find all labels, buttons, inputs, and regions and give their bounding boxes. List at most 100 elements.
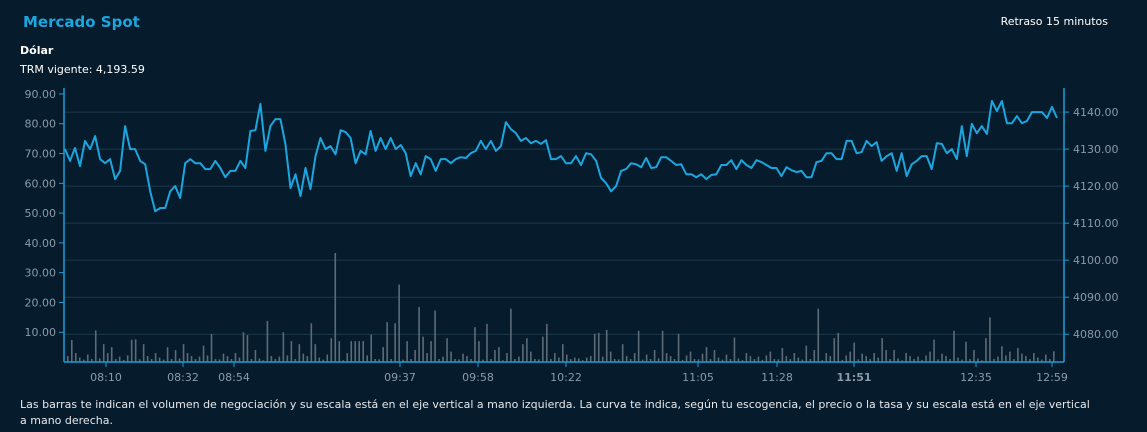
volume-bar (67, 356, 69, 362)
volume-bar (805, 345, 808, 362)
volume-bar (665, 353, 668, 362)
volume-bar (78, 357, 81, 362)
volume-bar (102, 344, 105, 362)
volume-bar (354, 341, 357, 362)
volume-bar (781, 348, 784, 362)
volume-bar (829, 356, 832, 362)
volume-bar (649, 359, 652, 362)
volume-bar (629, 359, 632, 362)
volume-bar (298, 344, 301, 362)
x-tick-label: 12:59 (1036, 371, 1068, 384)
volume-bar (210, 334, 213, 362)
volume-bar (749, 356, 752, 362)
right-tick-label: 4080.00 (1073, 328, 1119, 341)
volume-bar (450, 351, 452, 362)
volume-bar (198, 356, 201, 362)
volume-bar (522, 344, 524, 362)
volume-bar (693, 359, 696, 362)
volume-bar (997, 356, 999, 362)
volume-bar (681, 359, 684, 362)
volume-bar (494, 350, 496, 362)
volume-bar (242, 332, 245, 362)
volume-bar (1013, 359, 1015, 362)
volume-bar (82, 359, 85, 362)
volume-bar (318, 357, 321, 362)
volume-bar (853, 342, 856, 362)
volume-bar (526, 338, 528, 362)
volume-bar (661, 330, 664, 362)
volume-bar (530, 351, 532, 362)
x-tick-label: 10:22 (550, 371, 582, 384)
volume-bar (841, 359, 844, 362)
volume-bar (458, 359, 460, 362)
volume-bar (973, 350, 975, 362)
volume-bar (174, 350, 177, 362)
volume-bar (993, 359, 995, 362)
volume-bar (90, 359, 93, 362)
volume-bar (262, 360, 265, 362)
volume-bar (905, 353, 907, 362)
volume-bar (538, 359, 540, 362)
volume-bar (398, 284, 400, 362)
volume-bar (845, 355, 848, 362)
volume-bar (470, 359, 472, 362)
volume-bar (134, 339, 137, 362)
volume-bar (721, 359, 724, 362)
right-tick-label: 4090.00 (1073, 291, 1119, 304)
volume-bar (657, 358, 660, 362)
currency-name: Dólar (20, 44, 54, 57)
volume-bar (881, 338, 883, 362)
volume-bar (953, 330, 955, 362)
volume-bar (1001, 346, 1003, 362)
volume-bar (486, 323, 488, 362)
volume-bar (146, 356, 149, 362)
volume-bar (230, 359, 233, 362)
volume-bar (326, 354, 329, 362)
volume-bar (745, 353, 748, 362)
volume-bar (817, 308, 820, 362)
volume-bar (913, 359, 915, 362)
volume-bar (170, 359, 173, 362)
volume-bar (430, 341, 432, 362)
right-tick-label: 4120.00 (1073, 180, 1119, 193)
volume-bar (314, 344, 317, 362)
volume-bar (190, 356, 193, 362)
volume-bar (202, 345, 205, 362)
volume-bar (126, 355, 129, 362)
volume-bar (454, 359, 456, 362)
volume-bar (502, 360, 504, 362)
volume-bar (709, 359, 712, 362)
volume-bar (921, 359, 923, 362)
volume-bar (889, 359, 891, 362)
volume-bar (741, 360, 744, 362)
volume-bar (625, 356, 628, 362)
spot-chart: 4080.00 4090.00 4100.00 4110.00 4120.00 4130.… (25, 88, 1119, 384)
volume-bar (705, 347, 708, 362)
volume-bar (809, 359, 812, 362)
x-tick-label: 09:37 (384, 371, 416, 384)
left-tick-label: 20.00 (25, 296, 57, 309)
volume-bar (865, 356, 867, 362)
volume-bar (837, 332, 840, 362)
volume-bar (1017, 348, 1019, 362)
volume-bar (1049, 359, 1051, 362)
volume-bar (873, 353, 875, 362)
volume-bar (1025, 356, 1027, 362)
volume-bar (438, 359, 440, 362)
volume-bar (1037, 357, 1039, 362)
volume-bar (498, 347, 500, 362)
volume-bar (322, 359, 325, 362)
volume-bar (338, 341, 341, 362)
volume-bar (977, 358, 979, 362)
volume-bar (581, 360, 584, 362)
volume-bar (577, 358, 580, 362)
volume-bar (633, 353, 636, 362)
volume-bar (1005, 355, 1007, 362)
volume-bar (386, 322, 388, 362)
right-tick-label: 4110.00 (1073, 217, 1119, 230)
volume-bar (514, 359, 516, 362)
volume-bar (370, 334, 372, 362)
volume-bar (989, 317, 991, 362)
volume-bar (861, 353, 863, 362)
volume-bar (589, 356, 592, 362)
